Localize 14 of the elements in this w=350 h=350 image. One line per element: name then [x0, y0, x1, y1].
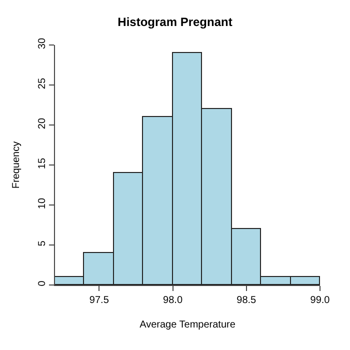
y-tick-label: 5: [37, 240, 48, 246]
x-axis-title: Average Temperature: [140, 320, 236, 330]
y-tick-label: 30: [37, 38, 48, 50]
y-tick-label: 15: [37, 158, 48, 170]
y-tick-label: 20: [37, 118, 48, 130]
x-tick-label: 97.5: [89, 295, 110, 306]
y-axis-title: Frequency: [11, 141, 22, 189]
chart-title: Histogram Pregnant: [118, 14, 232, 29]
y-tick-label: 0: [37, 280, 48, 286]
y-tick-label: 10: [37, 198, 48, 210]
x-tick-label: 99.0: [310, 295, 330, 306]
x-tick-label: 98.0: [163, 295, 183, 306]
x-tick-label: 98.5: [236, 295, 257, 306]
y-tick-label: 25: [37, 78, 48, 90]
